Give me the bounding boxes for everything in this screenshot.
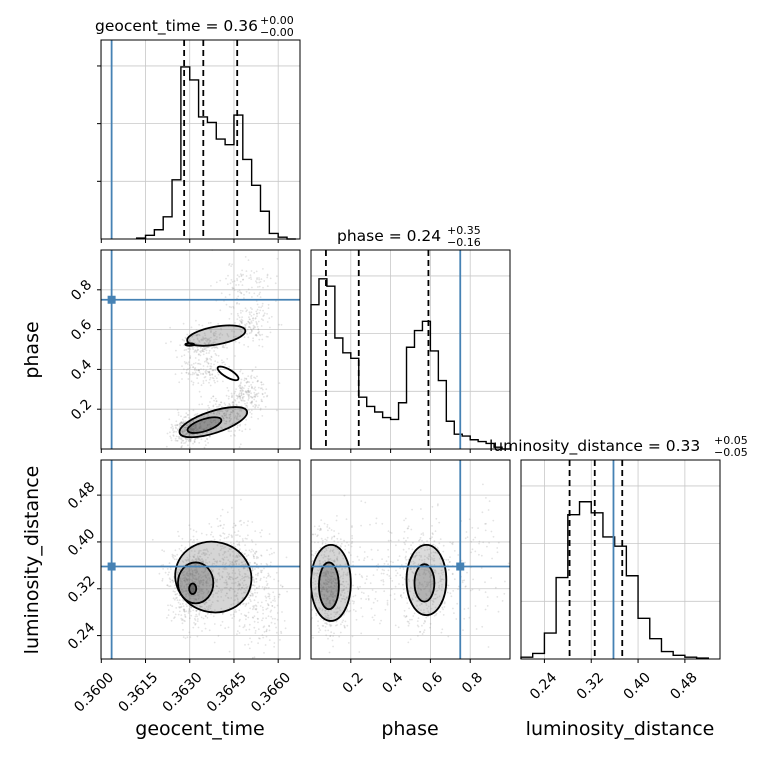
ylabel-luminosity-distance: luminosity_distance <box>21 466 43 655</box>
contour-mid-dl-time <box>177 561 215 605</box>
title-phase: phase = 0.24 <box>337 227 441 245</box>
panel-geocent_time-luminosity_distance <box>100 459 301 660</box>
histogram-phase <box>310 278 510 450</box>
title-luminosity-distance-lower: −0.05 <box>714 446 748 459</box>
histogram-luminosity_distance <box>520 501 709 659</box>
truth-marker-geocent_time-phase <box>107 295 116 304</box>
contour-core-dl-time <box>188 582 198 595</box>
title-geocent-time-upper: +0.00 <box>260 14 294 27</box>
xlabel-phase: phase <box>381 718 438 740</box>
title-geocent-time-lower: −0.00 <box>260 26 294 39</box>
title-luminosity-distance: luminosity_distance = 0.33 <box>489 437 700 456</box>
panel-phase-luminosity_distance <box>310 459 511 660</box>
panel-geocent_time-phase <box>100 249 301 450</box>
contour-outer-mid-phase <box>186 324 247 347</box>
histogram-geocent_time <box>135 66 296 240</box>
contour-outer-low-phase <box>178 406 249 439</box>
panel-luminosity_distance-luminosity_distance <box>520 459 721 660</box>
contour-bridge <box>216 365 240 382</box>
xlabel-geocent-time: geocent_time <box>135 718 264 740</box>
xlabel-luminosity-distance: luminosity_distance <box>526 718 715 740</box>
contour-inner-right <box>413 563 436 603</box>
contour-inner-mid-phase <box>184 342 196 347</box>
contour-inner-left <box>318 561 340 611</box>
truth-marker-phase-luminosity_distance <box>456 562 465 571</box>
title-phase-upper: +0.35 <box>447 224 481 237</box>
title-luminosity-distance-upper: +0.05 <box>714 434 748 447</box>
truth-marker-geocent_time-luminosity_distance <box>107 562 116 571</box>
contour-inner-low-phase <box>186 416 223 434</box>
title-phase-lower: −0.16 <box>447 236 481 249</box>
density-points-geocent_time-vs-phase <box>165 249 283 449</box>
ylabel-phase: phase <box>21 321 43 378</box>
title-geocent-time: geocent_time = 0.36 <box>95 17 258 36</box>
panel-geocent_time-geocent_time <box>100 39 301 240</box>
panel-phase-phase <box>310 249 511 450</box>
contour-outer-right <box>405 543 448 617</box>
